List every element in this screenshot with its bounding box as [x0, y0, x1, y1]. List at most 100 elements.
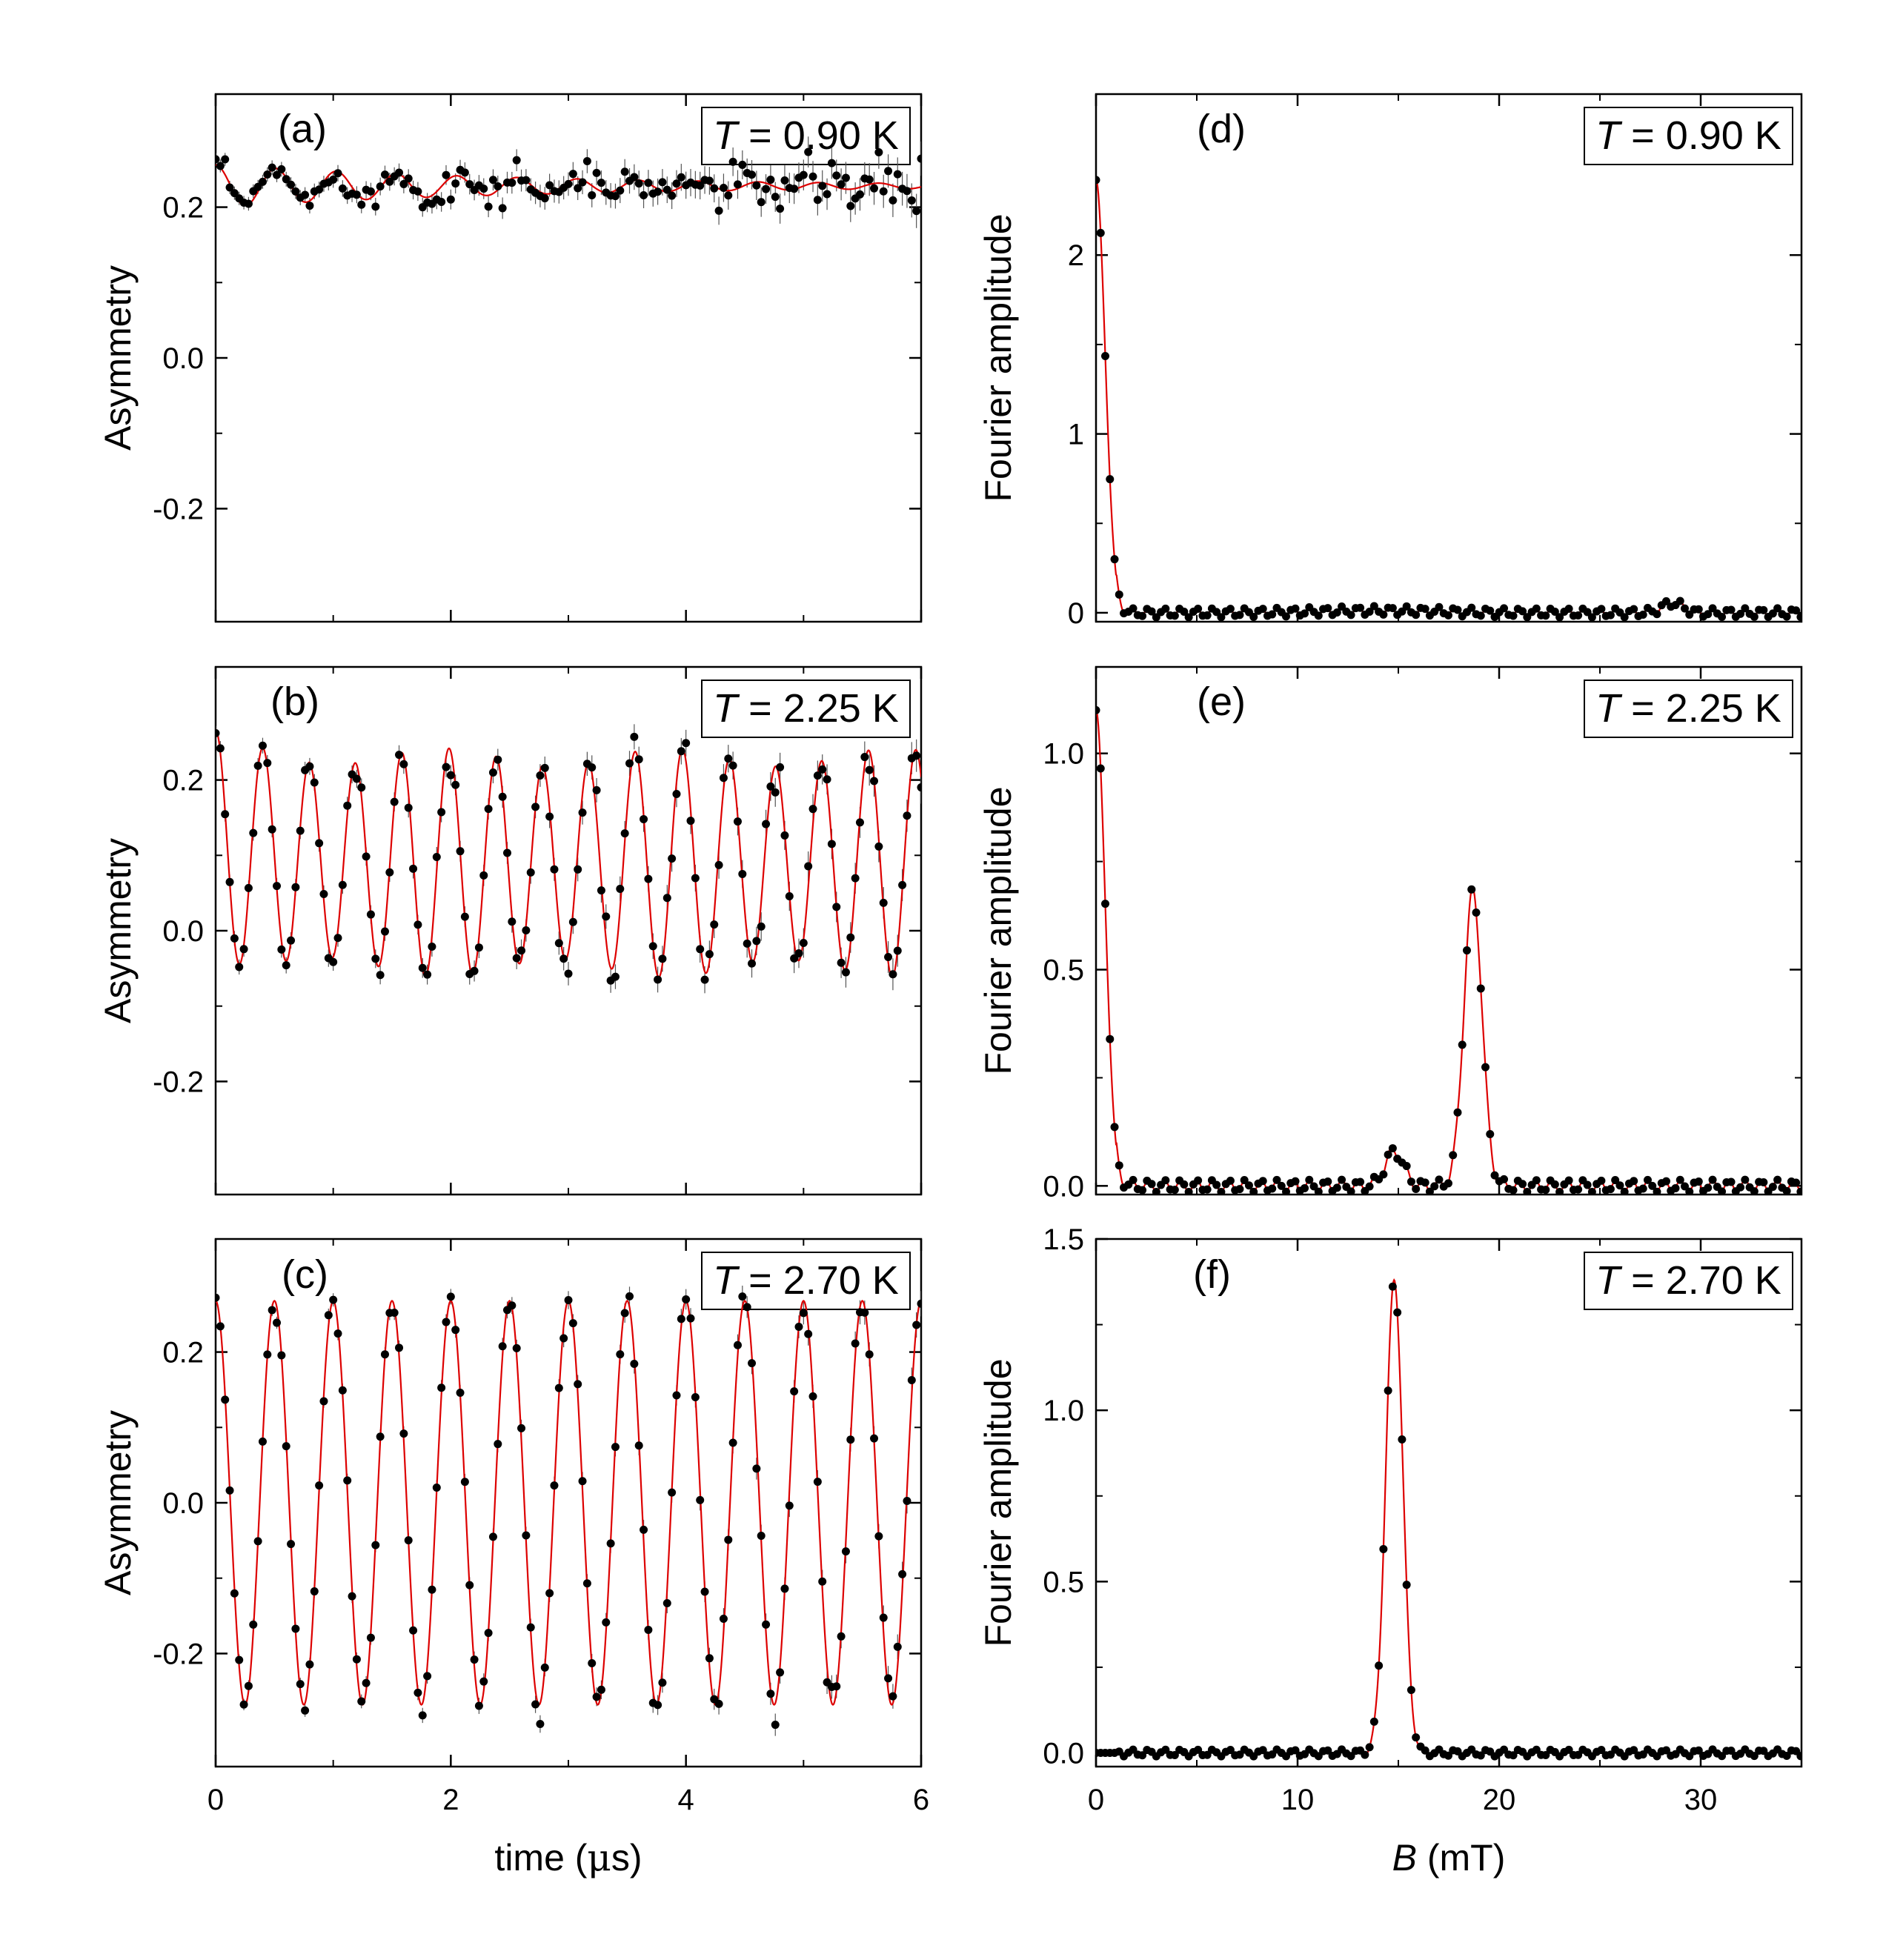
data-point	[748, 959, 757, 968]
data-point	[719, 1614, 728, 1623]
data-point	[738, 1292, 747, 1301]
data-point	[230, 1589, 239, 1598]
data-point	[1597, 1746, 1606, 1755]
data-point	[714, 206, 723, 215]
data-point	[1170, 1751, 1179, 1760]
data-point	[1268, 1184, 1277, 1193]
data-point	[1226, 1746, 1235, 1755]
data-point	[588, 763, 597, 772]
data-point	[1782, 1751, 1791, 1760]
data-point	[216, 1293, 220, 1302]
data-point	[804, 147, 813, 156]
data-point	[287, 936, 296, 945]
data-point	[287, 180, 296, 189]
data-point	[654, 187, 662, 196]
data-point	[1671, 1183, 1680, 1192]
data-point	[1249, 613, 1258, 622]
data-point	[1402, 602, 1411, 611]
data-point	[216, 744, 225, 753]
data-point	[654, 975, 662, 984]
data-point	[488, 768, 497, 777]
data-point	[865, 175, 874, 184]
y-tick-label: 0.0	[1043, 1738, 1084, 1770]
data-point	[644, 179, 653, 187]
data-point	[611, 972, 620, 981]
data-point	[855, 190, 864, 199]
data-point	[484, 805, 493, 814]
data-point	[536, 771, 545, 780]
data-point	[1574, 611, 1583, 619]
data-point	[508, 917, 517, 926]
y-tick-label: 1.0	[1043, 738, 1084, 771]
data-point	[672, 790, 681, 799]
data-point	[1444, 611, 1452, 619]
data-point	[696, 945, 705, 954]
data-point	[366, 187, 375, 196]
data-point	[874, 1532, 883, 1541]
data-point	[230, 189, 239, 198]
x-tick-label: 20	[1483, 1784, 1516, 1816]
data-point	[823, 775, 831, 784]
data-point	[1412, 1733, 1421, 1742]
data-point	[592, 785, 601, 794]
data-point	[841, 1547, 850, 1556]
data-point	[1161, 1176, 1170, 1185]
data-point	[517, 946, 526, 955]
panel-label: (b)	[270, 680, 319, 724]
data-point	[1346, 1187, 1355, 1195]
data-point	[1291, 1746, 1300, 1755]
data-point	[1453, 605, 1462, 614]
data-point	[1101, 900, 1110, 908]
y-axis-label: Fourier amplitude	[977, 213, 1019, 502]
data-point	[268, 163, 276, 172]
x-tick-label: 0	[1088, 1784, 1104, 1816]
data-point	[724, 191, 733, 200]
data-point	[757, 198, 766, 207]
data-point	[1541, 611, 1550, 620]
data-point	[686, 817, 695, 825]
data-point	[668, 854, 677, 863]
data-point	[1249, 1187, 1258, 1195]
data-point	[813, 1478, 822, 1486]
data-point	[1782, 1186, 1791, 1195]
data-point	[1727, 605, 1736, 614]
data-point	[705, 176, 714, 185]
data-point	[762, 185, 771, 193]
data-point	[1332, 608, 1341, 617]
x-tick-label: 0	[207, 1784, 224, 1816]
data-point	[526, 868, 535, 877]
data-point	[1541, 1751, 1550, 1760]
data-point	[1661, 1746, 1670, 1755]
data-point	[1277, 1181, 1286, 1190]
data-point	[1453, 1108, 1462, 1117]
data-point	[1661, 597, 1670, 605]
data-point	[1388, 1144, 1397, 1153]
data-point	[315, 185, 324, 194]
data-point	[221, 810, 230, 819]
data-point	[1356, 603, 1365, 612]
y-tick-label: 1	[1068, 419, 1084, 451]
data-point	[310, 778, 319, 787]
data-point	[428, 1585, 436, 1594]
data-point	[912, 751, 921, 760]
data-point	[540, 194, 549, 203]
data-point	[296, 826, 305, 835]
x-tick-label: 10	[1281, 1784, 1315, 1816]
data-point	[564, 1296, 573, 1305]
data-point	[785, 892, 794, 900]
plot-frame	[1095, 93, 1803, 623]
data-point	[1541, 1186, 1550, 1195]
data-point	[677, 173, 685, 182]
data-point	[456, 847, 465, 856]
data-point	[512, 156, 521, 165]
data-point	[559, 954, 568, 963]
fit-curve	[216, 1300, 921, 1706]
data-point	[235, 1655, 244, 1664]
y-tick-label: 2	[1068, 239, 1084, 272]
data-point	[620, 1309, 629, 1318]
data-point	[1226, 1176, 1235, 1185]
data-point	[1718, 613, 1727, 622]
data-point	[221, 155, 230, 164]
data-point	[1486, 1130, 1495, 1139]
data-point	[634, 179, 643, 188]
